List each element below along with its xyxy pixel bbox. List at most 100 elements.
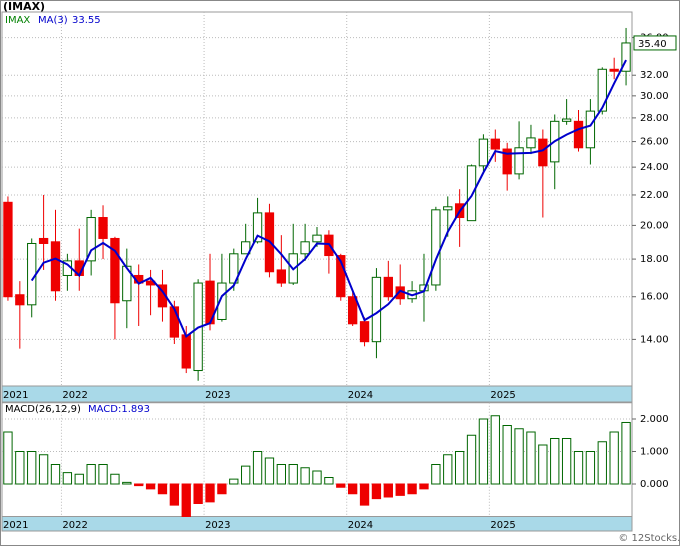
macd-bar bbox=[561, 438, 572, 485]
x-tick-label: 2023 bbox=[205, 390, 230, 401]
y-tick-label: 32.00 bbox=[640, 70, 669, 81]
candle-body bbox=[98, 217, 108, 239]
x-axis-band bbox=[1, 516, 633, 532]
candle-body bbox=[110, 237, 120, 304]
candle-body bbox=[514, 147, 524, 175]
y-tick-label: 1.000 bbox=[640, 447, 669, 458]
macd-bar bbox=[241, 465, 251, 485]
candle-body bbox=[478, 138, 489, 167]
candle-body bbox=[359, 321, 370, 343]
x-tick-label: 2025 bbox=[490, 390, 515, 401]
macd-bar bbox=[395, 483, 405, 496]
macd-bar bbox=[217, 483, 227, 495]
y-tick-label: 24.00 bbox=[640, 162, 669, 173]
candle-body bbox=[502, 148, 512, 175]
macd-bar bbox=[502, 425, 512, 485]
macd-bar bbox=[550, 438, 560, 485]
macd-bar bbox=[359, 483, 370, 506]
y-tick-label: 16.00 bbox=[640, 292, 669, 303]
macd-bar bbox=[526, 431, 536, 485]
macd-bar bbox=[134, 483, 144, 487]
macd-bar bbox=[62, 472, 73, 485]
candle-body bbox=[538, 138, 548, 167]
candle-body bbox=[217, 282, 227, 320]
macd-bar bbox=[478, 418, 489, 485]
macd-bar bbox=[407, 483, 417, 495]
candle-body bbox=[348, 296, 358, 325]
macd-bar bbox=[454, 451, 465, 485]
macd-bar bbox=[229, 478, 239, 485]
macd-bar bbox=[145, 483, 156, 490]
macd-bar bbox=[276, 464, 287, 485]
candle-body bbox=[431, 209, 441, 286]
candle-body bbox=[383, 276, 393, 298]
macd-bar bbox=[205, 483, 215, 503]
candle-body bbox=[169, 306, 180, 338]
candle-body bbox=[312, 234, 322, 243]
x-tick-label: 2022 bbox=[62, 520, 87, 531]
candle-body bbox=[241, 241, 251, 255]
macd-bar bbox=[38, 454, 49, 485]
candle-body bbox=[561, 118, 572, 122]
macd-bar bbox=[3, 431, 13, 485]
last-price-box bbox=[633, 35, 677, 51]
x-axis-band bbox=[1, 385, 633, 403]
y-tick-label: 30.00 bbox=[640, 91, 669, 102]
y-tick-label: 22.00 bbox=[640, 190, 669, 201]
candle-body bbox=[597, 68, 607, 112]
y-tick-label: 14.00 bbox=[640, 334, 669, 345]
candle-body bbox=[609, 68, 619, 72]
ma-line bbox=[30, 59, 627, 338]
candle-body bbox=[15, 294, 25, 306]
x-tick-label: 2021 bbox=[3, 390, 28, 401]
macd-bar bbox=[371, 483, 382, 500]
x-tick-label: 2024 bbox=[348, 390, 373, 401]
macd-bar bbox=[181, 483, 191, 517]
macd-bar bbox=[157, 483, 168, 495]
plot-area bbox=[1, 402, 633, 517]
macd-bar bbox=[336, 483, 346, 488]
macd-bar bbox=[324, 477, 334, 485]
y-tick-label: 20.00 bbox=[640, 220, 669, 231]
candle-body bbox=[585, 110, 596, 149]
legend-ma-name: MA(3) bbox=[38, 15, 68, 26]
macd-bar bbox=[50, 464, 61, 485]
macd-bar bbox=[383, 483, 393, 498]
macd-bar bbox=[514, 428, 524, 485]
last-price-label: 35.40 bbox=[638, 39, 667, 50]
candle-body bbox=[336, 255, 346, 298]
candle-body bbox=[466, 165, 477, 222]
macd-bar bbox=[74, 473, 84, 485]
macd-bar bbox=[86, 464, 96, 485]
candle-body bbox=[490, 138, 500, 150]
macd-bar bbox=[27, 451, 37, 485]
candle-body bbox=[526, 137, 536, 149]
x-tick-label: 2022 bbox=[62, 390, 87, 401]
y-tick-label: 26.00 bbox=[640, 137, 669, 148]
candle-body bbox=[3, 201, 13, 298]
macd-bar bbox=[98, 464, 108, 485]
y-tick-label: 18.00 bbox=[640, 254, 669, 265]
macd-bar bbox=[300, 467, 310, 485]
candle-body bbox=[38, 237, 49, 244]
macd-legend: MACD:1.893 bbox=[88, 404, 150, 415]
macd-bar bbox=[585, 451, 596, 485]
macd-bar bbox=[122, 481, 132, 485]
macd-bar bbox=[443, 454, 453, 485]
plot-area bbox=[1, 11, 633, 387]
chart-title: (IMAX) bbox=[3, 0, 45, 13]
candle-body bbox=[621, 42, 631, 72]
macd-bar bbox=[193, 483, 203, 504]
candle-body bbox=[122, 265, 132, 302]
macd-bar bbox=[466, 434, 477, 485]
macd-bar bbox=[110, 473, 120, 485]
macd-bar bbox=[419, 483, 429, 490]
macd-bar bbox=[252, 451, 263, 485]
y-tick-label: 2.000 bbox=[640, 414, 669, 425]
macd-bar bbox=[312, 470, 322, 485]
x-tick-label: 2021 bbox=[3, 520, 28, 531]
x-tick-label: 2023 bbox=[205, 520, 230, 531]
macd-title: MACD(26,12,9) bbox=[5, 404, 81, 415]
legend-symbol: IMAX bbox=[5, 15, 30, 26]
